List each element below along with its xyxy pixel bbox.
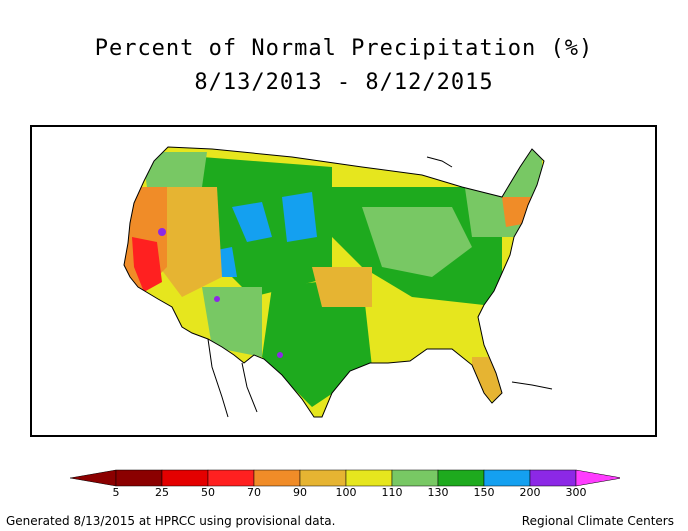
legend-underflow-arrow: [69, 469, 117, 487]
us-outline: [123, 146, 545, 418]
region-wet-1: [232, 202, 272, 242]
map-title: Percent of Normal Precipitation (%): [94, 36, 594, 61]
cuba-coastline: [511, 381, 553, 390]
legend-label-50: 50: [201, 486, 215, 499]
baja-coastline: [207, 338, 229, 418]
legend-swatch-110: [391, 469, 439, 487]
spot-purple-3: [277, 352, 283, 358]
region-midwest-light: [362, 207, 472, 277]
legend-swatch-100: [345, 469, 393, 487]
legend-label-5: 5: [112, 486, 120, 499]
region-pacific-northwest: [142, 152, 207, 187]
footer-generated: Generated 8/13/2015 at HPRCC using provi…: [6, 514, 336, 528]
legend-overflow-arrow: [575, 469, 620, 487]
legend-swatch-5: [115, 469, 163, 487]
region-wet-2: [282, 192, 317, 242]
region-northeast: [462, 147, 542, 237]
great-lakes-outline: [426, 156, 453, 168]
legend-swatch-90: [299, 469, 347, 487]
legend-label-200: 200: [519, 486, 541, 499]
legend-colorbar: [69, 469, 620, 487]
legend-label-100: 100: [335, 486, 357, 499]
legend-swatch-200: [529, 469, 577, 487]
legend-label-70: 70: [247, 486, 261, 499]
region-southwest: [202, 287, 262, 357]
legend-swatch-70: [253, 469, 301, 487]
region-northeast-dry: [502, 197, 532, 227]
legend-label-130: 130: [427, 486, 449, 499]
region-california-central: [132, 237, 162, 292]
legend-swatch-25: [161, 469, 209, 487]
legend-label-150: 150: [473, 486, 495, 499]
legend-label-110: 110: [381, 486, 403, 499]
legend-swatch-50: [207, 469, 255, 487]
footer-source: Regional Climate Centers: [521, 514, 674, 528]
region-southern-plains: [312, 267, 372, 307]
legend-swatch-150: [483, 469, 531, 487]
region-florida: [472, 357, 502, 407]
precipitation-map: [123, 146, 553, 418]
spot-purple-2: [214, 296, 220, 302]
legend-label-90: 90: [293, 486, 307, 499]
region-great-basin: [152, 187, 222, 297]
legend-label-25: 25: [155, 486, 169, 499]
spot-purple-1: [158, 228, 166, 236]
mexico-coastline: [241, 362, 258, 413]
legend-swatch-130: [437, 469, 485, 487]
map-date-range: 8/13/2013 - 8/12/2015: [194, 70, 494, 95]
legend-label-300: 300: [565, 486, 587, 499]
map-frame: [30, 125, 657, 437]
region-texas: [262, 277, 372, 407]
